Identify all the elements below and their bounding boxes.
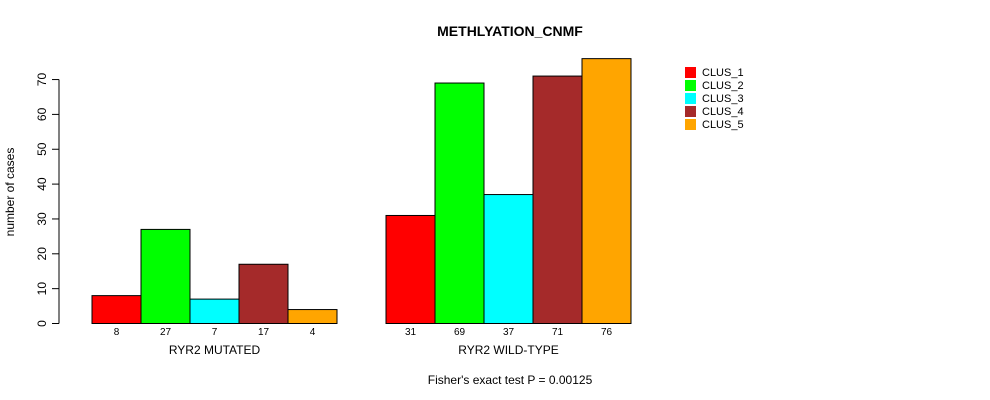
legend-item: CLUS_5 bbox=[685, 119, 744, 131]
fisher-test-subtitle: Fisher's exact test P = 0.00125 bbox=[428, 373, 593, 387]
bar-0-clus_2 bbox=[140, 228, 191, 324]
legend-label: CLUS_5 bbox=[702, 119, 744, 131]
legend-label: CLUS_3 bbox=[702, 93, 744, 105]
chart-title: METHLYATION_CNMF bbox=[437, 23, 583, 39]
legend-swatch bbox=[685, 93, 696, 104]
bar-group-1: 31 69 37 71 76 RYR2 WILD-TYPE bbox=[385, 58, 632, 357]
y-tick-label-70: 70 bbox=[35, 73, 49, 87]
bar-count-label: 69 bbox=[454, 327, 466, 338]
legend-item: CLUS_1 bbox=[685, 67, 744, 79]
bar-1-clus_1 bbox=[385, 214, 436, 324]
bar-groups: 8 27 7 17 4 RYR2 MUTATED 31 69 37 71 76 RYR2 WILD-T… bbox=[91, 58, 632, 357]
bar-count-label: 4 bbox=[310, 327, 316, 338]
bar-count-label: 76 bbox=[601, 327, 613, 338]
legend-label: CLUS_2 bbox=[702, 80, 744, 92]
bar-1-clus_5 bbox=[581, 58, 632, 324]
bar-count-label: 17 bbox=[258, 327, 270, 338]
y-tick-label-50: 50 bbox=[35, 142, 49, 156]
bar-count-label: 71 bbox=[552, 327, 564, 338]
bar-count-label: 7 bbox=[212, 327, 218, 338]
bar-1-clus_2 bbox=[434, 82, 485, 324]
legend-swatch bbox=[685, 67, 696, 78]
y-tick-label-60: 60 bbox=[35, 107, 49, 121]
legend-item: CLUS_2 bbox=[685, 80, 744, 92]
bar-count-label: 27 bbox=[160, 327, 172, 338]
bar-0-clus_1 bbox=[91, 295, 142, 324]
legend-item: CLUS_4 bbox=[685, 106, 744, 118]
legend-swatch bbox=[685, 80, 696, 91]
y-tick-label-30: 30 bbox=[35, 212, 49, 226]
y-tick-label-0: 0 bbox=[35, 320, 49, 327]
legend-swatch bbox=[685, 119, 696, 130]
bar-group-0: 8 27 7 17 4 RYR2 MUTATED bbox=[91, 228, 338, 357]
bar-0-clus_5 bbox=[287, 309, 338, 324]
legend-swatch bbox=[685, 106, 696, 117]
legend-label: CLUS_1 bbox=[702, 67, 744, 79]
bar-0-clus_4 bbox=[238, 263, 289, 325]
y-tick-label-20: 20 bbox=[35, 247, 49, 261]
bar-1-clus_4 bbox=[532, 75, 583, 324]
y-tick-label-40: 40 bbox=[35, 177, 49, 191]
y-axis-label: number of cases bbox=[3, 148, 17, 237]
legend-item: CLUS_3 bbox=[685, 93, 744, 105]
y-axis: 0 10 20 30 40 50 60 70 bbox=[35, 73, 60, 327]
bar-1-clus_3 bbox=[483, 194, 534, 324]
bar-count-label: 31 bbox=[405, 327, 417, 338]
y-tick-label-10: 10 bbox=[35, 282, 49, 296]
legend-label: CLUS_4 bbox=[702, 106, 744, 118]
group-label: RYR2 WILD-TYPE bbox=[458, 343, 558, 357]
bar-0-clus_3 bbox=[189, 298, 240, 325]
group-label: RYR2 MUTATED bbox=[169, 343, 261, 357]
bar-count-label: 37 bbox=[503, 327, 515, 338]
bar-count-label: 8 bbox=[114, 327, 120, 338]
